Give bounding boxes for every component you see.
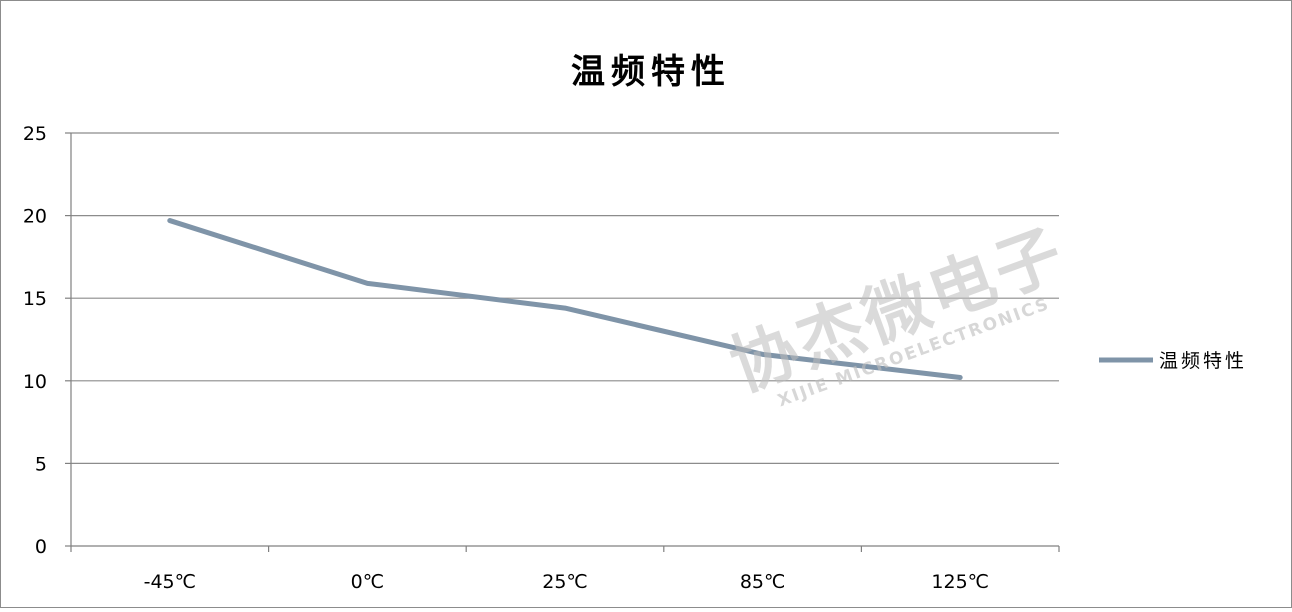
y-tick-label-0: 0 (35, 536, 47, 558)
y-tick-label-5: 5 (35, 453, 47, 475)
gridlines (71, 132, 1059, 464)
y-tick-label-15: 15 (23, 288, 47, 310)
x-tick-label-0: -45℃ (144, 571, 196, 593)
series-line-0 (167, 218, 963, 380)
y-axis-ticks: 0 5 10 15 20 25 (23, 123, 71, 558)
axes (70, 133, 1059, 547)
y-tick-label-25: 25 (23, 123, 47, 145)
chart-title: 温频特性 (571, 52, 731, 92)
legend-label: 温频特性 (1159, 350, 1247, 372)
x-tick-label-1: 0℃ (351, 571, 384, 593)
x-tick-label-4: 125℃ (931, 571, 989, 593)
watermark: 协杰微电子 XIJIE MICROELECTRONICS (721, 214, 1076, 411)
x-tick-label-3: 85℃ (740, 571, 786, 593)
y-tick-label-20: 20 (23, 206, 47, 228)
y-tick-label-10: 10 (23, 371, 47, 393)
legend: 温频特性 (1099, 350, 1247, 372)
series-group (167, 218, 963, 380)
x-axis-ticks: -45℃ 0℃ 25℃ 85℃ 125℃ (70, 546, 1060, 593)
x-tick-label-2: 25℃ (542, 571, 588, 593)
